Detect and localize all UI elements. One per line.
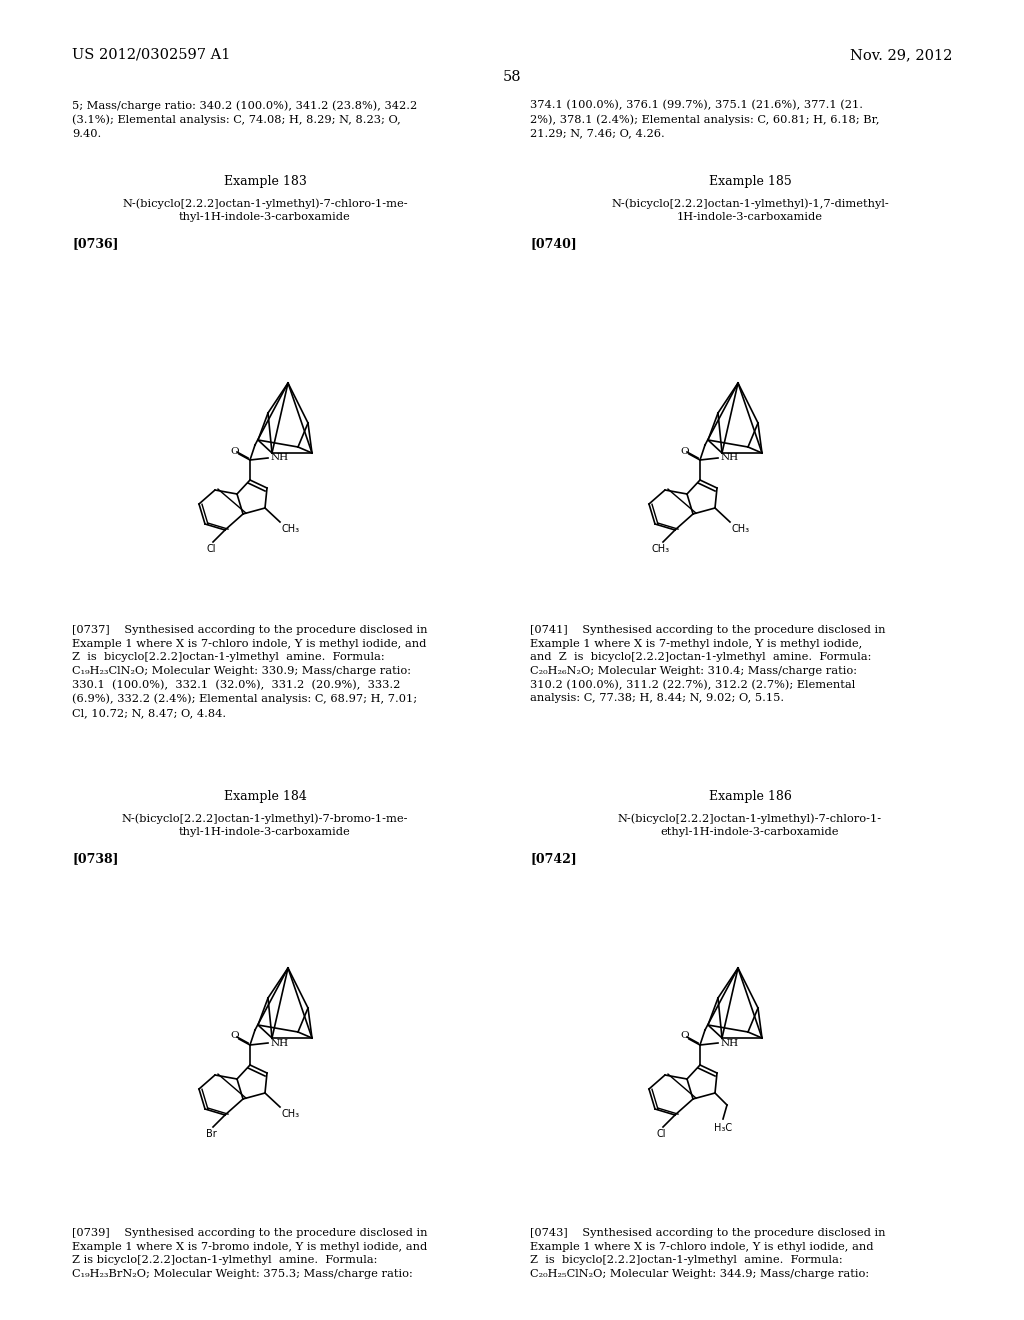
Text: [0741]    Synthesised according to the procedure disclosed in
Example 1 where X : [0741] Synthesised according to the proc… (530, 624, 886, 704)
Text: Example 184: Example 184 (223, 789, 306, 803)
Text: Example 185: Example 185 (709, 176, 792, 187)
Text: CH₃: CH₃ (652, 544, 670, 554)
Text: [0737]    Synthesised according to the procedure disclosed in
Example 1 where X : [0737] Synthesised according to the proc… (72, 624, 427, 718)
Text: O: O (230, 1031, 240, 1040)
Text: NH: NH (271, 1039, 289, 1048)
Text: O: O (681, 1031, 689, 1040)
Text: NH: NH (721, 1039, 739, 1048)
Text: N-(bicyclo[2.2.2]octan-1-ylmethyl)-7-chloro-1-me-
thyl-1H-indole-3-carboxamide: N-(bicyclo[2.2.2]octan-1-ylmethyl)-7-chl… (122, 198, 408, 222)
Text: 58: 58 (503, 70, 521, 84)
Text: N-(bicyclo[2.2.2]octan-1-ylmethyl)-7-bromo-1-me-
thyl-1H-indole-3-carboxamide: N-(bicyclo[2.2.2]octan-1-ylmethyl)-7-bro… (122, 813, 409, 837)
Text: CH₃: CH₃ (282, 1109, 300, 1119)
Text: Br: Br (206, 1129, 216, 1139)
Text: NH: NH (721, 454, 739, 462)
Text: CH₃: CH₃ (732, 524, 751, 535)
Text: O: O (681, 446, 689, 455)
Text: [0740]: [0740] (530, 238, 577, 249)
Text: [0743]    Synthesised according to the procedure disclosed in
Example 1 where X : [0743] Synthesised according to the proc… (530, 1228, 886, 1279)
Text: 5; Mass/charge ratio: 340.2 (100.0%), 341.2 (23.8%), 342.2
(3.1%); Elemental ana: 5; Mass/charge ratio: 340.2 (100.0%), 34… (72, 100, 417, 139)
Text: N-(bicyclo[2.2.2]octan-1-ylmethyl)-1,7-dimethyl-
1H-indole-3-carboxamide: N-(bicyclo[2.2.2]octan-1-ylmethyl)-1,7-d… (611, 198, 889, 222)
Text: [0742]: [0742] (530, 851, 577, 865)
Text: Cl: Cl (206, 544, 216, 554)
Text: [0738]: [0738] (72, 851, 119, 865)
Text: US 2012/0302597 A1: US 2012/0302597 A1 (72, 48, 230, 62)
Text: Example 186: Example 186 (709, 789, 792, 803)
Text: [0736]: [0736] (72, 238, 119, 249)
Text: Nov. 29, 2012: Nov. 29, 2012 (850, 48, 952, 62)
Text: CH₃: CH₃ (282, 524, 300, 535)
Text: Example 183: Example 183 (223, 176, 306, 187)
Text: NH: NH (271, 454, 289, 462)
Text: N-(bicyclo[2.2.2]octan-1-ylmethyl)-7-chloro-1-
ethyl-1H-indole-3-carboxamide: N-(bicyclo[2.2.2]octan-1-ylmethyl)-7-chl… (617, 813, 882, 837)
Text: 374.1 (100.0%), 376.1 (99.7%), 375.1 (21.6%), 377.1 (21.
2%), 378.1 (2.4%); Elem: 374.1 (100.0%), 376.1 (99.7%), 375.1 (21… (530, 100, 880, 139)
Text: [0739]    Synthesised according to the procedure disclosed in
Example 1 where X : [0739] Synthesised according to the proc… (72, 1228, 427, 1279)
Text: O: O (230, 446, 240, 455)
Text: Cl: Cl (656, 1129, 666, 1139)
Text: H₃C: H₃C (714, 1123, 732, 1133)
